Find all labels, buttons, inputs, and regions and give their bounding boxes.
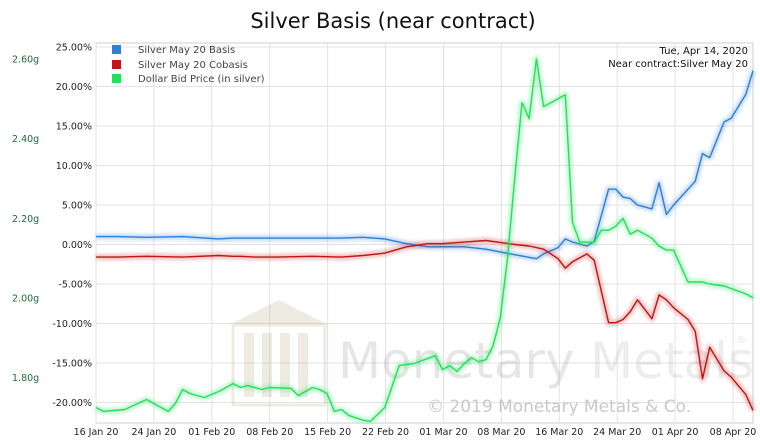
legend-item-dollar-bid: Dollar Bid Price (in silver) (112, 74, 265, 85)
right-axis-tick-4: 5.00% (62, 200, 92, 211)
series-line-dollar-bid-price-in-silver (95, 58, 754, 423)
x-axis-tick-11: 08 Apr 20 (710, 427, 757, 438)
x-axis-tick-8: 16 Mar 20 (535, 427, 583, 438)
left-axis: 2.60g 2.40g 2.20g 2.00g 1.80g (12, 54, 39, 384)
series-silver-may-20-basis (96, 69, 756, 262)
x-axis-tick-6: 01 Mar 20 (419, 427, 467, 438)
right-axis-tick-0: 25.00% (56, 42, 92, 53)
x-axis-tick-1: 24 Jan 20 (131, 427, 176, 438)
legend-label-basis: Silver May 20 Basis (138, 45, 235, 56)
right-axis-tick-5: 0.00% (62, 240, 92, 251)
x-axis-tick-9: 24 Mar 20 (593, 427, 641, 438)
series-silver-may-20-cobasis (96, 237, 756, 412)
gridlines (95, 43, 753, 423)
right-axis-tick-6: -5.00% (58, 279, 92, 290)
x-axis-tick-4: 15 Feb 20 (304, 427, 351, 438)
watermark: Monetary Metals ® (229, 300, 754, 407)
legend-label-dollar-bid: Dollar Bid Price (in silver) (138, 74, 265, 85)
left-axis-tick-3: 2.00g (12, 293, 39, 304)
right-axis-tick-3: 10.00% (56, 161, 92, 172)
left-axis-tick-0: 2.60g (12, 54, 39, 65)
legend-label-cobasis: Silver May 20 Cobasis (138, 60, 248, 71)
right-axis-tick-2: 15.00% (56, 121, 92, 132)
legend: Silver May 20 Basis Silver May 20 Cobasi… (112, 45, 265, 85)
legend-item-basis: Silver May 20 Basis (112, 45, 235, 56)
watermark-registered: ® (736, 335, 746, 346)
series-line-silver-may-20-basis (96, 70, 754, 260)
x-axis-tick-0: 16 Jan 20 (74, 427, 119, 438)
info-near-contract: Near contract:Silver May 20 (608, 59, 748, 70)
info-date: Tue, Apr 14, 2020 (659, 46, 748, 57)
x-axis-tick-10: 01 Apr 20 (652, 427, 699, 438)
series-line-silver-may-20-cobasis (96, 239, 754, 411)
left-axis-tick-4: 1.80g (12, 373, 39, 384)
watermark-name-part1: Monetary (338, 332, 575, 390)
watermark-name-part2: Metals (590, 332, 754, 390)
right-axis-tick-1: 20.00% (56, 82, 92, 93)
right-axis: 25.00% 20.00% 15.00% 10.00% 5.00% 0.00% -5.00%… (52, 42, 92, 409)
left-axis-tick-2: 2.20g (12, 214, 39, 225)
watermark-copyright: © 2019 Monetary Metals & Co. (427, 397, 691, 417)
series-dollar-bid-price-in-silver (94, 55, 755, 425)
chart-title: Silver Basis (near contract) (250, 9, 535, 33)
legend-swatch-dollar-bid (112, 74, 121, 83)
info-box: Tue, Apr 14, 2020 Near contract:Silver M… (608, 46, 748, 70)
legend-swatch-cobasis (112, 60, 121, 69)
right-axis-tick-8: -15.00% (52, 358, 92, 369)
right-axis-tick-7: -10.00% (52, 319, 92, 330)
x-axis-tick-3: 08 Feb 20 (246, 427, 293, 438)
left-axis-tick-1: 2.40g (12, 134, 39, 145)
x-axis-tick-2: 01 Feb 20 (188, 427, 235, 438)
right-axis-tick-9: -20.00% (52, 398, 92, 409)
legend-item-cobasis: Silver May 20 Cobasis (112, 60, 248, 71)
x-axis-tick-7: 08 Mar 20 (477, 427, 525, 438)
x-axis-tick-5: 22 Feb 20 (362, 427, 409, 438)
legend-swatch-basis (112, 45, 121, 54)
watermark-logo-icon (229, 300, 329, 407)
x-axis: 16 Jan 20 24 Jan 20 01 Feb 20 08 Feb 20 15 F… (74, 427, 757, 438)
series-layer (94, 55, 756, 425)
